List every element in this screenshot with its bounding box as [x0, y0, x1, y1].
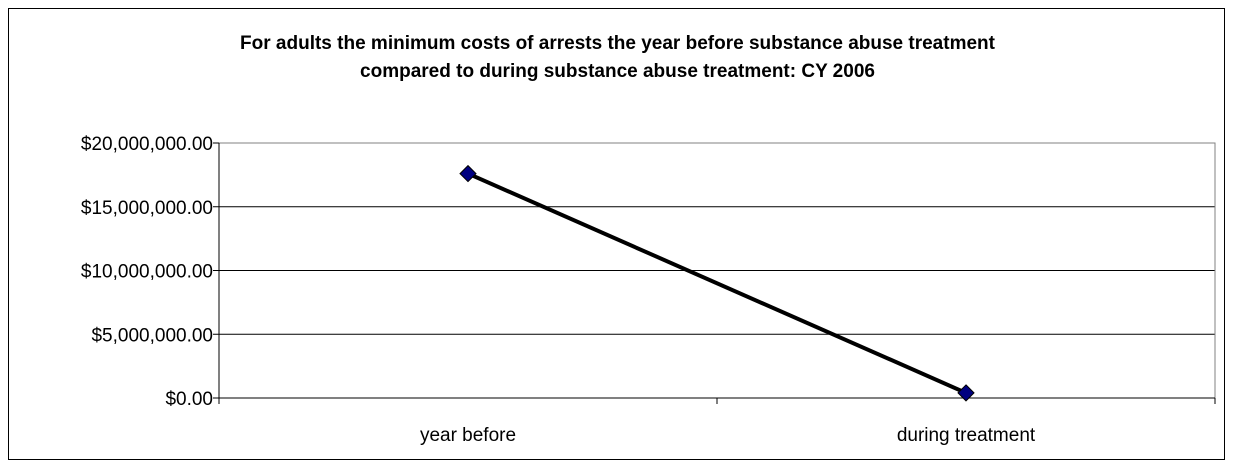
x-tick-label: year before — [420, 425, 516, 446]
series — [459, 164, 975, 402]
chart-title-line-2: compared to during substance abuse treat… — [360, 61, 875, 82]
series-line — [467, 171, 967, 395]
chart-title: For adults the minimum costs of arrests … — [0, 30, 1235, 86]
y-tick-label: $20,000,000.00 — [81, 134, 213, 155]
x-tick-label: during treatment — [897, 425, 1036, 446]
y-tick-label: $10,000,000.00 — [81, 262, 213, 283]
data-point-marker — [459, 164, 477, 183]
data-point-marker — [957, 384, 975, 402]
chart-title-line-1: For adults the minimum costs of arrests … — [240, 33, 995, 54]
chart-area — [8, 8, 1225, 460]
y-tick-label: $0.00 — [165, 389, 213, 410]
y-tick-label: $5,000,000.00 — [91, 325, 213, 346]
gridlines — [219, 142, 1215, 335]
axes: $0.00 $5,000,000.00 $10,000,000.00 $15,000,… — [81, 134, 1216, 446]
y-tick-label: $15,000,000.00 — [81, 198, 213, 219]
